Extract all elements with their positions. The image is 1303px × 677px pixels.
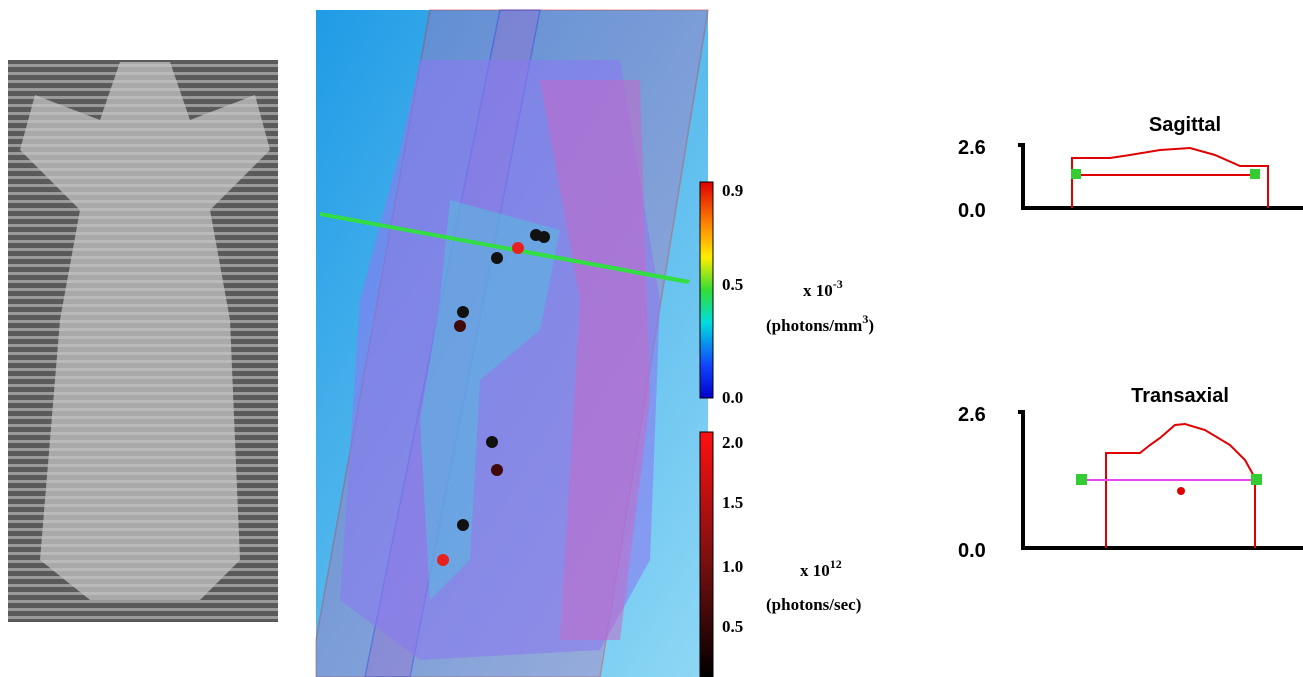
scale-exponent: -3 [833,277,843,291]
colorbar-tick: 1.0 [722,557,743,576]
y-tick-label: 0.0 [958,200,986,222]
colorbar-scale: x 10-3 [803,277,843,300]
y-tick-label: 2.6 [958,404,986,426]
transaxial-profile: Transaxial 2.6 0.0 [958,385,1303,562]
figure: 0.9 0.5 0.0 x 10-3 (photons/mm3) 2.0 1.5… [0,0,1303,677]
y-tick-label: 2.6 [958,137,986,159]
colorbar [700,182,713,398]
colorbar-tick: 0.0 [722,388,743,407]
colorbar-tick: 1.5 [722,493,743,512]
colorbar-tick: 0.5 [722,617,743,636]
render [316,10,708,677]
colorbar-scale: x 1012 [800,557,842,580]
photo [8,60,278,622]
colorbar-tick: 0.9 [722,181,743,200]
colorbar-tick: 0.5 [722,275,743,294]
scale-exponent: 12 [830,557,842,571]
profile-title: Transaxial [1131,385,1229,407]
colorbar [700,432,713,677]
colorbar-tick: 2.0 [722,433,743,452]
unit-text: ) [868,316,874,335]
unit-text: (photons/mm [766,316,862,335]
colorbar-unit: (photons/sec) [766,595,861,614]
colorbar-unit: (photons/mm3) [766,312,874,335]
scale-base: x 10 [800,561,830,580]
profile-title: Sagittal [1149,114,1221,136]
y-tick-label: 0.0 [958,540,986,562]
scale-base: x 10 [803,281,833,300]
sagittal-profile: Sagittal 2.6 0.0 [958,114,1303,222]
